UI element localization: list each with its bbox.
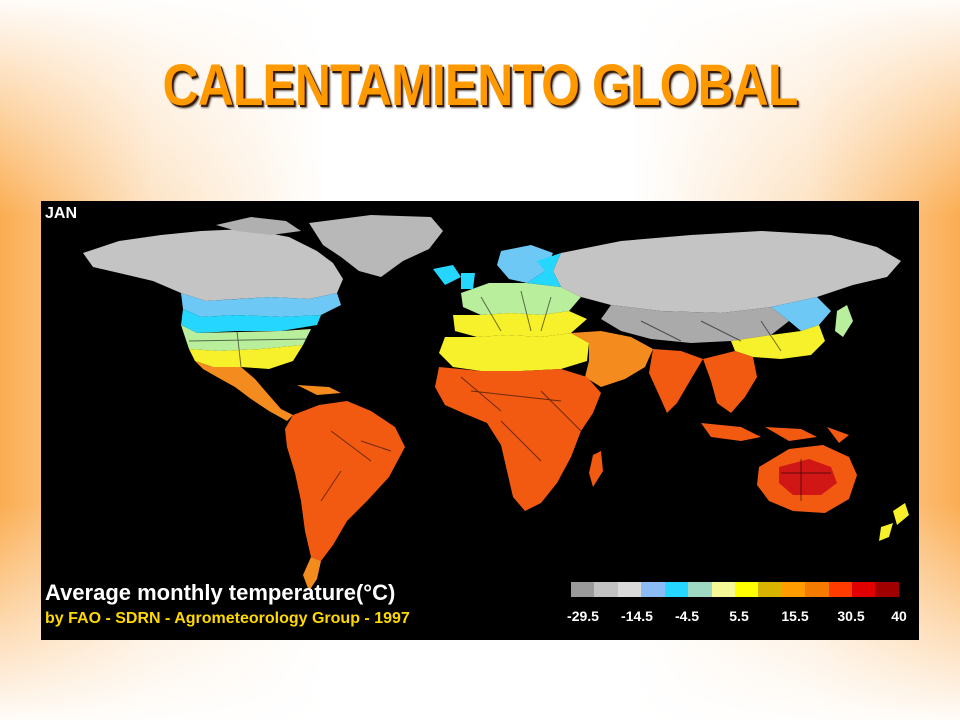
china-south [731,325,825,359]
middle-east [571,331,653,387]
scandinavia [497,245,553,283]
greenland-region [309,215,443,277]
legend-swatch [781,582,806,597]
north-america-mild [181,325,311,351]
indonesia [701,423,849,443]
japan [835,305,853,337]
temperature-legend [571,582,899,597]
north-america-cyan-band [181,309,321,333]
east-asia-cool [771,297,831,331]
southeast-asia [703,351,757,413]
legend-swatch [852,582,876,597]
map-caption: Average monthly temperature(°C) [45,580,396,605]
legend-swatch [594,582,618,597]
madagascar [589,451,603,487]
legend-swatch [734,582,759,597]
legend-swatch [711,582,735,597]
south-america [285,401,405,561]
temperature-map-panel: JAN Average monthly temperature(°C) by F… [41,201,919,640]
south-america-south [303,557,321,591]
siberia [553,231,901,313]
world-temperature-map [83,215,909,591]
europe-south [453,311,587,337]
map-credit: by FAO - SDRN - Agrometeorology Group - … [45,610,410,627]
legend-ticks: -29.5 -14.5 -4.5 5.5 15.5 30.5 40 [559,608,919,628]
legend-swatch [641,582,665,597]
slide-title: CALENTAMIENTO GLOBAL [162,53,799,118]
central-asia [601,305,789,343]
month-label: JAN [45,205,78,222]
north-america-cool-band [181,293,341,317]
legend-swatch [617,582,642,597]
india [649,349,703,413]
central-america [195,361,293,421]
new-zealand [879,503,909,541]
legend-swatch [758,582,782,597]
australia-hot-core [779,459,837,495]
legend-swatch [571,582,595,597]
iceland-british-isles [433,265,475,289]
country-borders [188,290,831,502]
africa [435,367,601,511]
legend-tick-label: 15.5 [781,608,809,624]
canadian-islands [216,217,301,235]
legend-swatch [805,582,829,597]
legend-tick-label: -29.5 [567,608,599,624]
north-africa [439,333,589,371]
legend-tick-label: -4.5 [674,608,700,624]
legend-swatch [875,582,899,597]
north-america-warm [189,345,303,369]
legend-tick-label: 30.5 [837,608,865,624]
legend-tick-label: 5.5 [729,608,749,624]
legend-swatch [688,582,712,597]
legend-swatch [828,582,853,597]
caribbean [297,385,341,395]
russia-west [527,253,561,287]
legend-swatch [664,582,689,597]
legend-tick-label: 40 [891,608,907,624]
europe-central [461,283,581,315]
north-america-cold [83,229,343,301]
legend-tick-label: -14.5 [621,608,653,624]
